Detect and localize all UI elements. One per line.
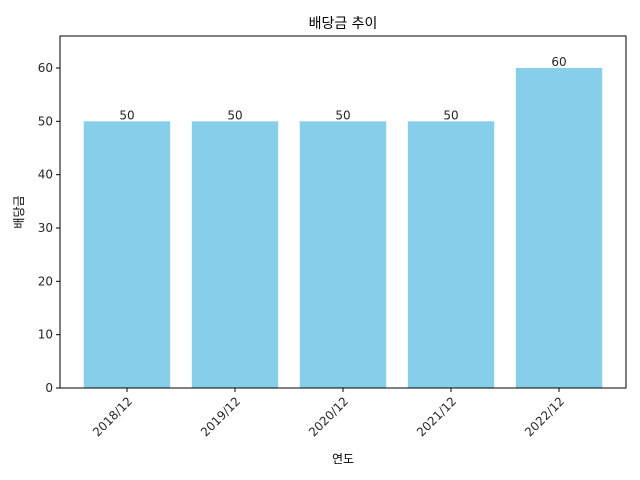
bar-value-label: 50 <box>443 108 458 122</box>
x-axis-label: 연도 <box>332 452 354 466</box>
bar-value-label: 50 <box>335 108 350 122</box>
plot-frame <box>59 35 627 389</box>
y-tick-label: 30 <box>38 221 53 235</box>
plot-area: 50 2018/12 50 2019/12 50 2020/12 50 2021/12 60 20… <box>38 55 603 439</box>
x-tick-label: 2019/12 <box>198 394 243 439</box>
y-tick-label: 60 <box>38 61 53 75</box>
chart-title: 배당금 추이 <box>309 16 378 32</box>
x-tick-label: 2022/12 <box>522 394 567 439</box>
y-tick-label: 0 <box>45 381 53 395</box>
y-tick-label: 20 <box>38 274 53 288</box>
y-axis-label: 배당금 <box>12 195 26 228</box>
bar <box>83 121 171 388</box>
bar-value-label: 50 <box>119 108 134 122</box>
bar-value-label: 60 <box>551 55 566 69</box>
y-tick-label: 50 <box>38 114 53 128</box>
bar <box>407 121 495 388</box>
x-tick-label: 2021/12 <box>414 394 459 439</box>
y-tick-label: 40 <box>38 168 53 182</box>
bar <box>299 121 387 388</box>
x-tick-label: 2020/12 <box>306 394 351 439</box>
x-tick-label: 2018/12 <box>90 394 135 439</box>
bar <box>191 121 279 388</box>
bar <box>515 68 603 388</box>
y-tick-label: 10 <box>38 328 53 342</box>
bar-value-label: 50 <box>227 108 242 122</box>
